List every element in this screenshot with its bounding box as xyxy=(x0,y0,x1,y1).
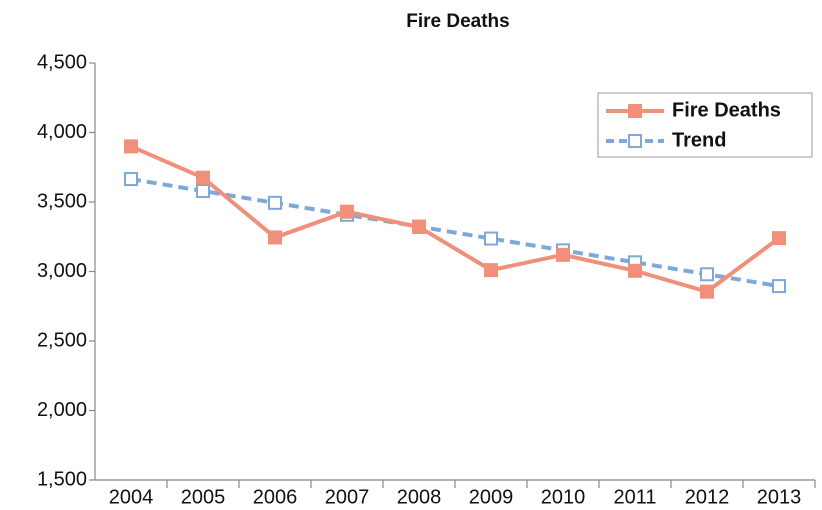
x-tick-label: 2012 xyxy=(685,486,730,508)
trend-line xyxy=(130,177,780,289)
x-tick-label: 2013 xyxy=(757,486,802,508)
legend-label: Fire Deaths xyxy=(672,99,781,121)
data-marker xyxy=(700,284,714,299)
y-tick-label: 4,000 xyxy=(37,121,87,143)
chart-title: Fire Deaths xyxy=(406,11,509,32)
data-line xyxy=(130,144,781,294)
x-tick-label: 2007 xyxy=(325,486,370,508)
data-marker xyxy=(628,263,642,278)
legend-marker xyxy=(628,134,642,148)
y-tick-label: 2,500 xyxy=(37,329,87,351)
trend-marker xyxy=(700,267,714,282)
trend-marker xyxy=(196,184,210,199)
data-marker xyxy=(772,231,786,246)
data-marker xyxy=(556,247,570,262)
x-tick-label: 2011 xyxy=(613,486,656,508)
y-tick-label: 1,500 xyxy=(37,468,87,490)
x-tick-label: 2008 xyxy=(397,486,442,508)
data-marker xyxy=(196,170,210,185)
x-tick-label: 2006 xyxy=(253,486,298,508)
y-tick-label: 2,000 xyxy=(37,399,87,421)
x-tick-label: 2005 xyxy=(181,486,226,508)
data-marker xyxy=(412,220,426,235)
y-tick-label: 3,500 xyxy=(37,190,87,212)
data-marker xyxy=(484,263,498,278)
data-marker xyxy=(340,204,354,219)
trend-marker xyxy=(124,172,138,187)
trend-marker xyxy=(268,195,282,210)
trend-marker xyxy=(484,231,498,246)
x-tick-label: 2009 xyxy=(469,486,514,508)
data-marker xyxy=(124,139,138,154)
y-tick-label: 4,500 xyxy=(37,51,87,73)
y-tick-label: 3,000 xyxy=(37,260,87,282)
legend-label: Trend xyxy=(672,129,726,151)
trend-marker xyxy=(772,279,786,294)
x-tick-label: 2010 xyxy=(541,486,586,508)
data-marker xyxy=(268,230,282,245)
x-tick-label: 2004 xyxy=(109,486,154,508)
legend-marker xyxy=(628,104,642,118)
